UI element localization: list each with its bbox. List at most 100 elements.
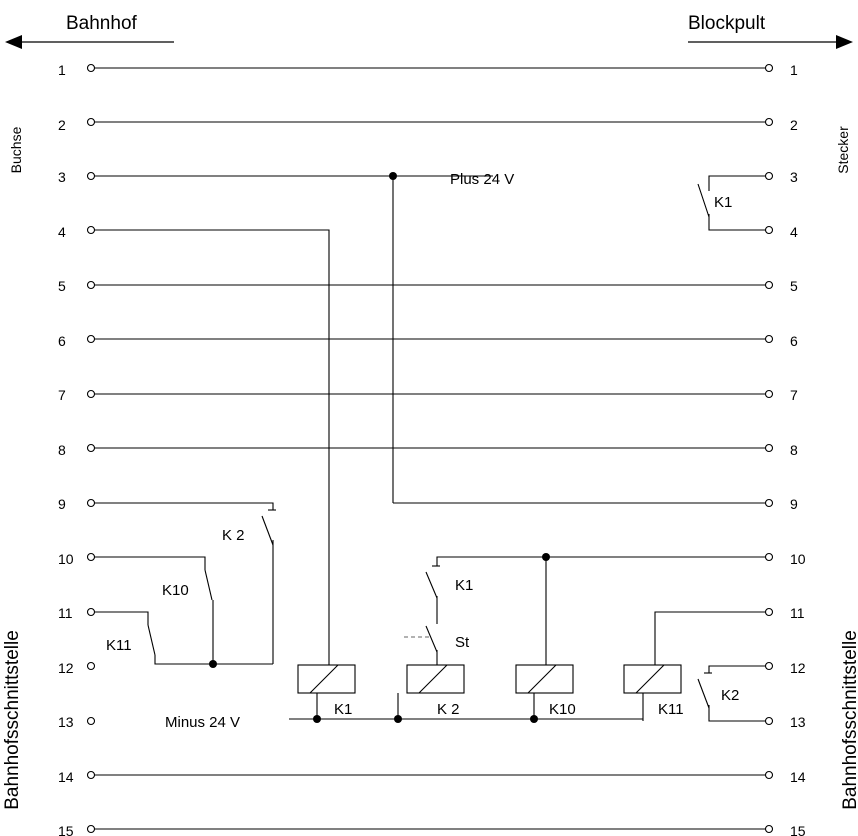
terminal-right [764,171,774,181]
right-pin-labels: 1 2 3 4 5 6 7 8 9 10 11 12 13 14 15 [790,62,806,836]
pin-label-left: 3 [58,169,66,185]
k1-contact-mid [425,553,765,665]
pin-label-left: 4 [58,224,66,240]
terminal-right [764,443,774,453]
terminal-left [86,498,96,508]
terminal-right [764,280,774,290]
terminal-left [86,607,96,617]
terminal-left [86,334,96,344]
relay-k2 [394,664,465,723]
label-bahnhofsschnittstelle-right: Bahnhofsschnittstelle [840,630,858,810]
pin-label-left: 14 [58,769,74,785]
left-terminals [86,63,96,834]
relay-k1 [297,664,356,723]
pin-label-left: 1 [58,62,66,78]
pin-label-left: 6 [58,333,66,349]
terminal-right [764,770,774,780]
pin-label-left: 2 [58,117,66,133]
relay-k10 [515,664,574,723]
terminal-right [764,389,774,399]
pin-label-left: 9 [58,496,66,512]
pin-label-left: 15 [58,823,74,836]
header-blockpult: Blockpult [688,13,766,34]
terminal-right [764,225,774,235]
terminal-right [764,824,774,834]
junction-dot [209,660,217,668]
k1-mid-contact-label: K1 [455,577,473,594]
junction-dot [389,172,397,180]
pin-label-right: 15 [790,823,806,836]
pin-label-right: 11 [790,605,805,621]
relay-k2-label: K 2 [437,701,460,718]
pin-label-left: 7 [58,387,66,403]
blockpult-direction-arrow [688,35,853,49]
pin-label-right: 4 [790,224,798,240]
terminal-right [764,117,774,127]
header-bahnhof: Bahnhof [66,13,138,34]
pin-label-right: 12 [790,660,806,676]
terminal-left [86,280,96,290]
pin-label-right: 1 [790,62,798,78]
terminal-right [764,716,774,726]
pin-label-left: 12 [58,660,74,676]
terminal-right [764,552,774,562]
terminal-left [86,661,96,671]
k1-contact-label: K1 [714,194,732,211]
plus-24v-label: Plus 24 V [450,171,514,188]
terminal-left [86,117,96,127]
straight-wires [94,67,765,830]
pin-label-right: 13 [790,714,806,730]
terminal-left [86,770,96,780]
relay-k1-label: K1 [334,701,352,718]
k11-contact-left [94,611,273,668]
pin-label-left: 8 [58,442,66,458]
pin-label-right: 14 [790,769,806,785]
label-bahnhofsschnittstelle-left: Bahnhofsschnittstelle [2,630,23,810]
k2-contact-left [94,502,276,664]
st-label: St [455,634,470,651]
pin-label-left: 10 [58,551,74,567]
k10-contact-left [94,556,214,664]
terminal-right [764,661,774,671]
relay-k10-label: K10 [549,701,576,718]
terminal-right [764,63,774,73]
terminal-right [764,334,774,344]
junction-dot [542,553,550,561]
pin-label-left: 11 [58,605,73,621]
pin-label-right: 3 [790,169,798,185]
k11-contact-label: K11 [106,637,132,654]
plus-24v-net [94,172,765,504]
relay-k11 [623,664,682,721]
terminal-left [86,63,96,73]
wire-pin-11-k11 [654,611,765,665]
k2-right-contact-label: K2 [721,687,739,704]
pin-label-right: 5 [790,278,798,294]
pin-label-right: 2 [790,117,798,133]
pin-label-right: 6 [790,333,798,349]
terminal-left [86,716,96,726]
k2-contact-label: K 2 [222,527,245,544]
left-pin-labels: 1 2 3 4 5 6 7 8 9 10 11 12 13 14 15 [58,62,74,836]
pin-label-right: 10 [790,551,806,567]
bahnhof-direction-arrow [5,35,174,49]
pin-label-right: 8 [790,442,798,458]
label-buchse: Buchse [8,126,24,173]
wire-pin-4-k1-coil [94,229,330,665]
pin-label-left: 13 [58,714,74,730]
pin-label-left: 5 [58,278,66,294]
k1-contact-right [697,175,765,231]
minus-24v-label: Minus 24 V [165,714,240,731]
pin-label-right: 7 [790,387,798,403]
terminal-left [86,389,96,399]
k10-contact-label: K10 [162,582,189,599]
terminal-left [86,225,96,235]
terminal-left [86,552,96,562]
terminal-left [86,824,96,834]
right-terminals [764,63,774,834]
terminal-left [86,443,96,453]
k2-contact-right [697,665,765,722]
relay-k11-label: K11 [658,701,684,718]
terminal-right [764,498,774,508]
label-stecker: Stecker [835,126,851,174]
